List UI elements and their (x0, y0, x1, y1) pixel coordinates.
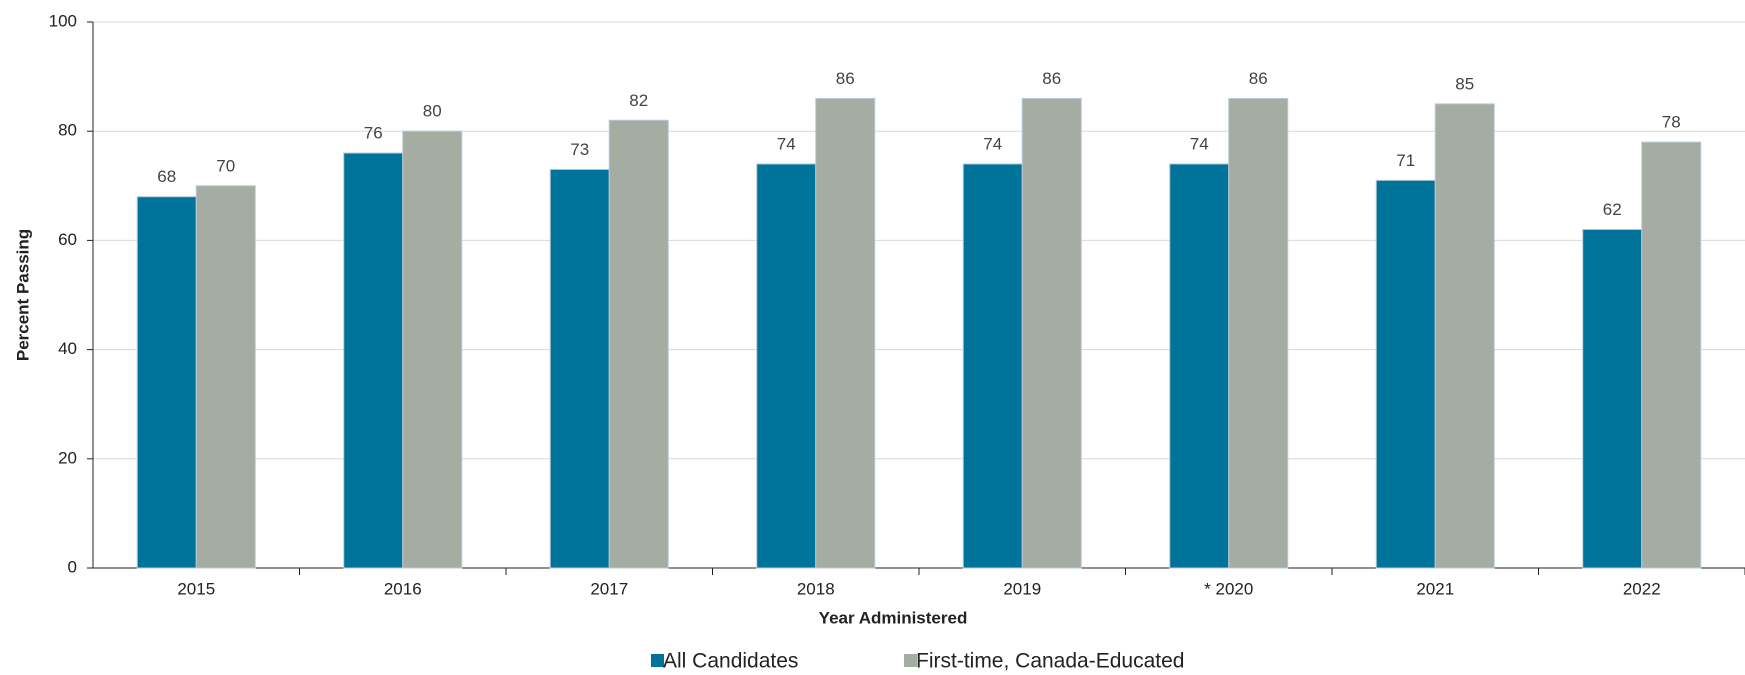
data-label: 71 (1396, 151, 1415, 170)
bar (1021, 97, 1082, 569)
data-label: 85 (1455, 74, 1474, 93)
x-tick-label: 2018 (797, 579, 835, 598)
data-label: 68 (157, 167, 176, 186)
x-tick-label: * 2020 (1204, 579, 1253, 598)
bar (343, 152, 404, 569)
y-tick-label: 80 (58, 121, 77, 140)
data-label: 82 (629, 91, 648, 110)
x-tick-label: 2021 (1416, 579, 1454, 598)
y-axis-title: Percent Passing (13, 229, 32, 361)
bar (136, 196, 197, 569)
x-tick-label: 2019 (1003, 579, 1041, 598)
bar (1434, 103, 1495, 569)
x-tick-label: 2022 (1623, 579, 1661, 598)
y-tick-label: 20 (58, 448, 77, 467)
y-tick-label: 0 (68, 557, 77, 576)
bar (1375, 179, 1436, 569)
bar (195, 185, 256, 569)
x-axis-title: Year Administered (819, 608, 968, 627)
bar (549, 168, 610, 569)
bar (962, 163, 1023, 569)
bar (815, 97, 876, 569)
data-label: 76 (364, 124, 383, 143)
data-label: 74 (983, 134, 1002, 153)
data-label: 73 (570, 140, 589, 159)
x-tick-label: 2015 (177, 579, 215, 598)
legend-swatch (651, 654, 664, 667)
bar (1582, 228, 1643, 569)
data-label: 62 (1603, 200, 1622, 219)
bar (1228, 97, 1289, 569)
y-tick-label: 40 (58, 339, 77, 358)
data-label: 78 (1662, 113, 1681, 132)
bar (1641, 141, 1702, 569)
bar (1169, 163, 1230, 569)
data-label: 86 (1042, 69, 1061, 88)
bar (402, 130, 463, 569)
data-label: 74 (777, 134, 796, 153)
y-tick-label: 60 (58, 230, 77, 249)
legend-swatch (904, 654, 917, 667)
x-tick-label: 2016 (384, 579, 422, 598)
data-label: 86 (1249, 69, 1268, 88)
legend-label: First-time, Canada-Educated (916, 650, 1184, 673)
x-tick-label: 2017 (590, 579, 628, 598)
y-tick-label: 100 (49, 11, 77, 30)
bar (756, 163, 817, 569)
legend-label: All Candidates (663, 650, 798, 673)
data-label: 70 (216, 156, 235, 175)
bar (608, 119, 669, 569)
data-label: 74 (1190, 134, 1209, 153)
data-label: 80 (423, 102, 442, 121)
data-label: 86 (836, 69, 855, 88)
